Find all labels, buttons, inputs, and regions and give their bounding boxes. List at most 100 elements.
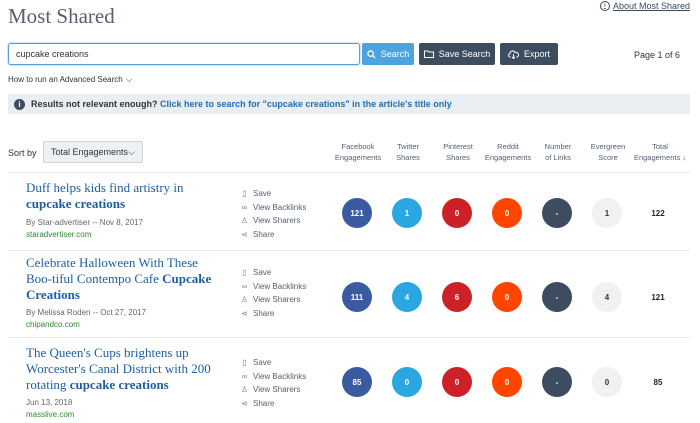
col-number-of-links[interactable]: Number of Links [528,141,588,163]
save-action-label: Save [253,268,272,278]
title-only-search-link[interactable]: Click here to search for "cupcake creati… [160,99,452,109]
article-title-link[interactable]: Duff helps kids find artistry in cupcake… [26,180,216,212]
backlinks-action[interactable]: ∞ View Backlinks [240,280,330,294]
article-title-text: Duff helps kids find artistry in [26,180,184,195]
twitter-metric[interactable]: 4 [392,282,422,312]
total-engagements-value: 122 [651,209,665,218]
share-icon: ⋖ [241,308,248,318]
chevron-down-icon: ⌵ [125,74,133,84]
links-metric[interactable]: - [542,282,572,312]
evergreen-metric: 4 [592,282,622,312]
total-engagements-value: 85 [653,378,663,387]
col-pinterest-shares[interactable]: Pinterest Shares [428,141,488,163]
bookmark-icon: ▯ [242,358,247,368]
pagination-info: Page 1 of 6 [633,50,680,60]
save-search-button[interactable]: Save Search [419,43,495,65]
pinterest-metric[interactable]: 6 [442,282,472,312]
total-engagements-value: 121 [651,293,665,302]
article-meta: Jun 13, 2018 [26,398,73,407]
links-metric[interactable]: - [542,367,572,397]
facebook-metric[interactable]: 121 [342,198,372,228]
link-icon: ∞ [241,202,248,212]
sharers-action[interactable]: ♙ View Sharers [240,293,330,307]
sharers-action[interactable]: ♙ View Sharers [240,214,330,228]
backlinks-action-label: View Backlinks [253,371,307,381]
twitter-metric[interactable]: 0 [392,367,422,397]
col-header-line: Total [652,142,668,151]
save-action[interactable]: ▯ Save [240,356,330,370]
pinterest-metric[interactable]: 0 [442,198,472,228]
links-metric[interactable]: - [542,198,572,228]
cloud-download-icon [508,49,519,59]
pinterest-metric[interactable]: 0 [442,367,472,397]
col-reddit-engagements[interactable]: Reddit Engagements [478,141,538,163]
article-meta: By Melissa Roden -- Oct 27, 2017 [26,308,147,317]
backlinks-action[interactable]: ∞ View Backlinks [240,370,330,384]
reddit-metric[interactable]: 0 [492,282,522,312]
export-label: Export [523,49,550,59]
save-action-label: Save [253,358,272,368]
result-row: Celebrate Halloween With These Boo-tiful… [8,255,690,335]
share-action[interactable]: ⋖ Share [240,307,330,321]
col-header-line: Number [544,142,572,151]
reddit-metric[interactable]: 0 [492,367,522,397]
twitter-metric[interactable]: 1 [392,198,422,228]
sharers-action[interactable]: ♙ View Sharers [240,383,330,397]
user-icon: ♙ [240,216,249,226]
facebook-metric[interactable]: 85 [342,367,372,397]
article-title-link[interactable]: Celebrate Halloween With These Boo-tiful… [26,255,216,303]
article-actions: ▯ Save ∞ View Backlinks ♙ View Sharers ⋖ Share [240,266,330,320]
link-icon: ∞ [241,281,248,291]
reddit-metric[interactable]: 0 [492,198,522,228]
search-button[interactable]: Search [362,43,414,65]
article-actions: ▯ Save ∞ View Backlinks ♙ View Sharers ⋖ Share [240,187,330,241]
search-button-label: Search [380,49,410,59]
article-title-link[interactable]: The Queen's Cups brightens up Worcester'… [26,345,216,393]
col-header-line: Engagements [334,153,382,162]
backlinks-action[interactable]: ∞ View Backlinks [240,201,330,215]
sharers-action-label: View Sharers [253,216,301,226]
article-title-text: Celebrate Halloween With These Boo-tiful… [26,255,198,286]
share-action[interactable]: ⋖ Share [240,228,330,242]
share-icon: ⋖ [241,398,248,408]
col-twitter-shares[interactable]: Twitter Shares [378,141,438,163]
sort-select[interactable]: Total Engagements ⌵ [43,141,143,163]
article-meta: By Star-advertiser -- Nov 8, 2017 [26,218,143,227]
user-icon: ♙ [240,385,249,395]
sharers-action-label: View Sharers [253,385,301,395]
export-button[interactable]: Export [500,43,558,65]
about-most-shared-link[interactable]: i About Most Shared [599,1,690,11]
share-action-label: Share [253,229,275,239]
col-header-line: Reddit [497,142,519,151]
backlinks-action-label: View Backlinks [253,281,307,291]
bookmark-icon: ▯ [242,189,247,199]
share-action-label: Share [253,308,275,318]
col-total-engagements[interactable]: Total Engagements ↓ [630,141,690,163]
col-header-line: of Links [545,153,571,162]
article-domain-link[interactable]: staradvertiser.com [26,230,92,239]
sort-label: Sort by [8,148,37,158]
article-domain-link[interactable]: chipandco.com [26,320,80,329]
advanced-search-toggle[interactable]: How to run an Advanced Search ⌵ [8,74,133,85]
col-header-line: Shares [446,153,470,162]
search-input[interactable] [8,43,360,65]
info-icon: i [14,98,25,110]
link-icon: ∞ [241,371,248,381]
col-facebook-engagements[interactable]: Facebook Engagements [328,141,388,163]
divider [8,337,690,338]
article-title-keyword: cupcake creations [69,377,169,392]
save-action[interactable]: ▯ Save [240,266,330,280]
chevron-down-icon: ⌵ [128,146,135,157]
evergreen-metric: 1 [592,198,622,228]
save-action[interactable]: ▯ Save [240,187,330,201]
col-header-line: Engagements ↓ [633,153,687,162]
save-search-label: Save Search [438,49,491,59]
share-action[interactable]: ⋖ Share [240,397,330,411]
page-title: Most Shared [8,4,115,28]
save-action-label: Save [253,189,272,199]
col-evergreen-score[interactable]: Evergreen Score [578,141,638,163]
col-header-line: Evergreen [590,142,626,151]
facebook-metric[interactable]: 111 [342,282,372,312]
col-header-line: Facebook [341,142,375,151]
article-domain-link[interactable]: masslive.com [26,410,75,419]
